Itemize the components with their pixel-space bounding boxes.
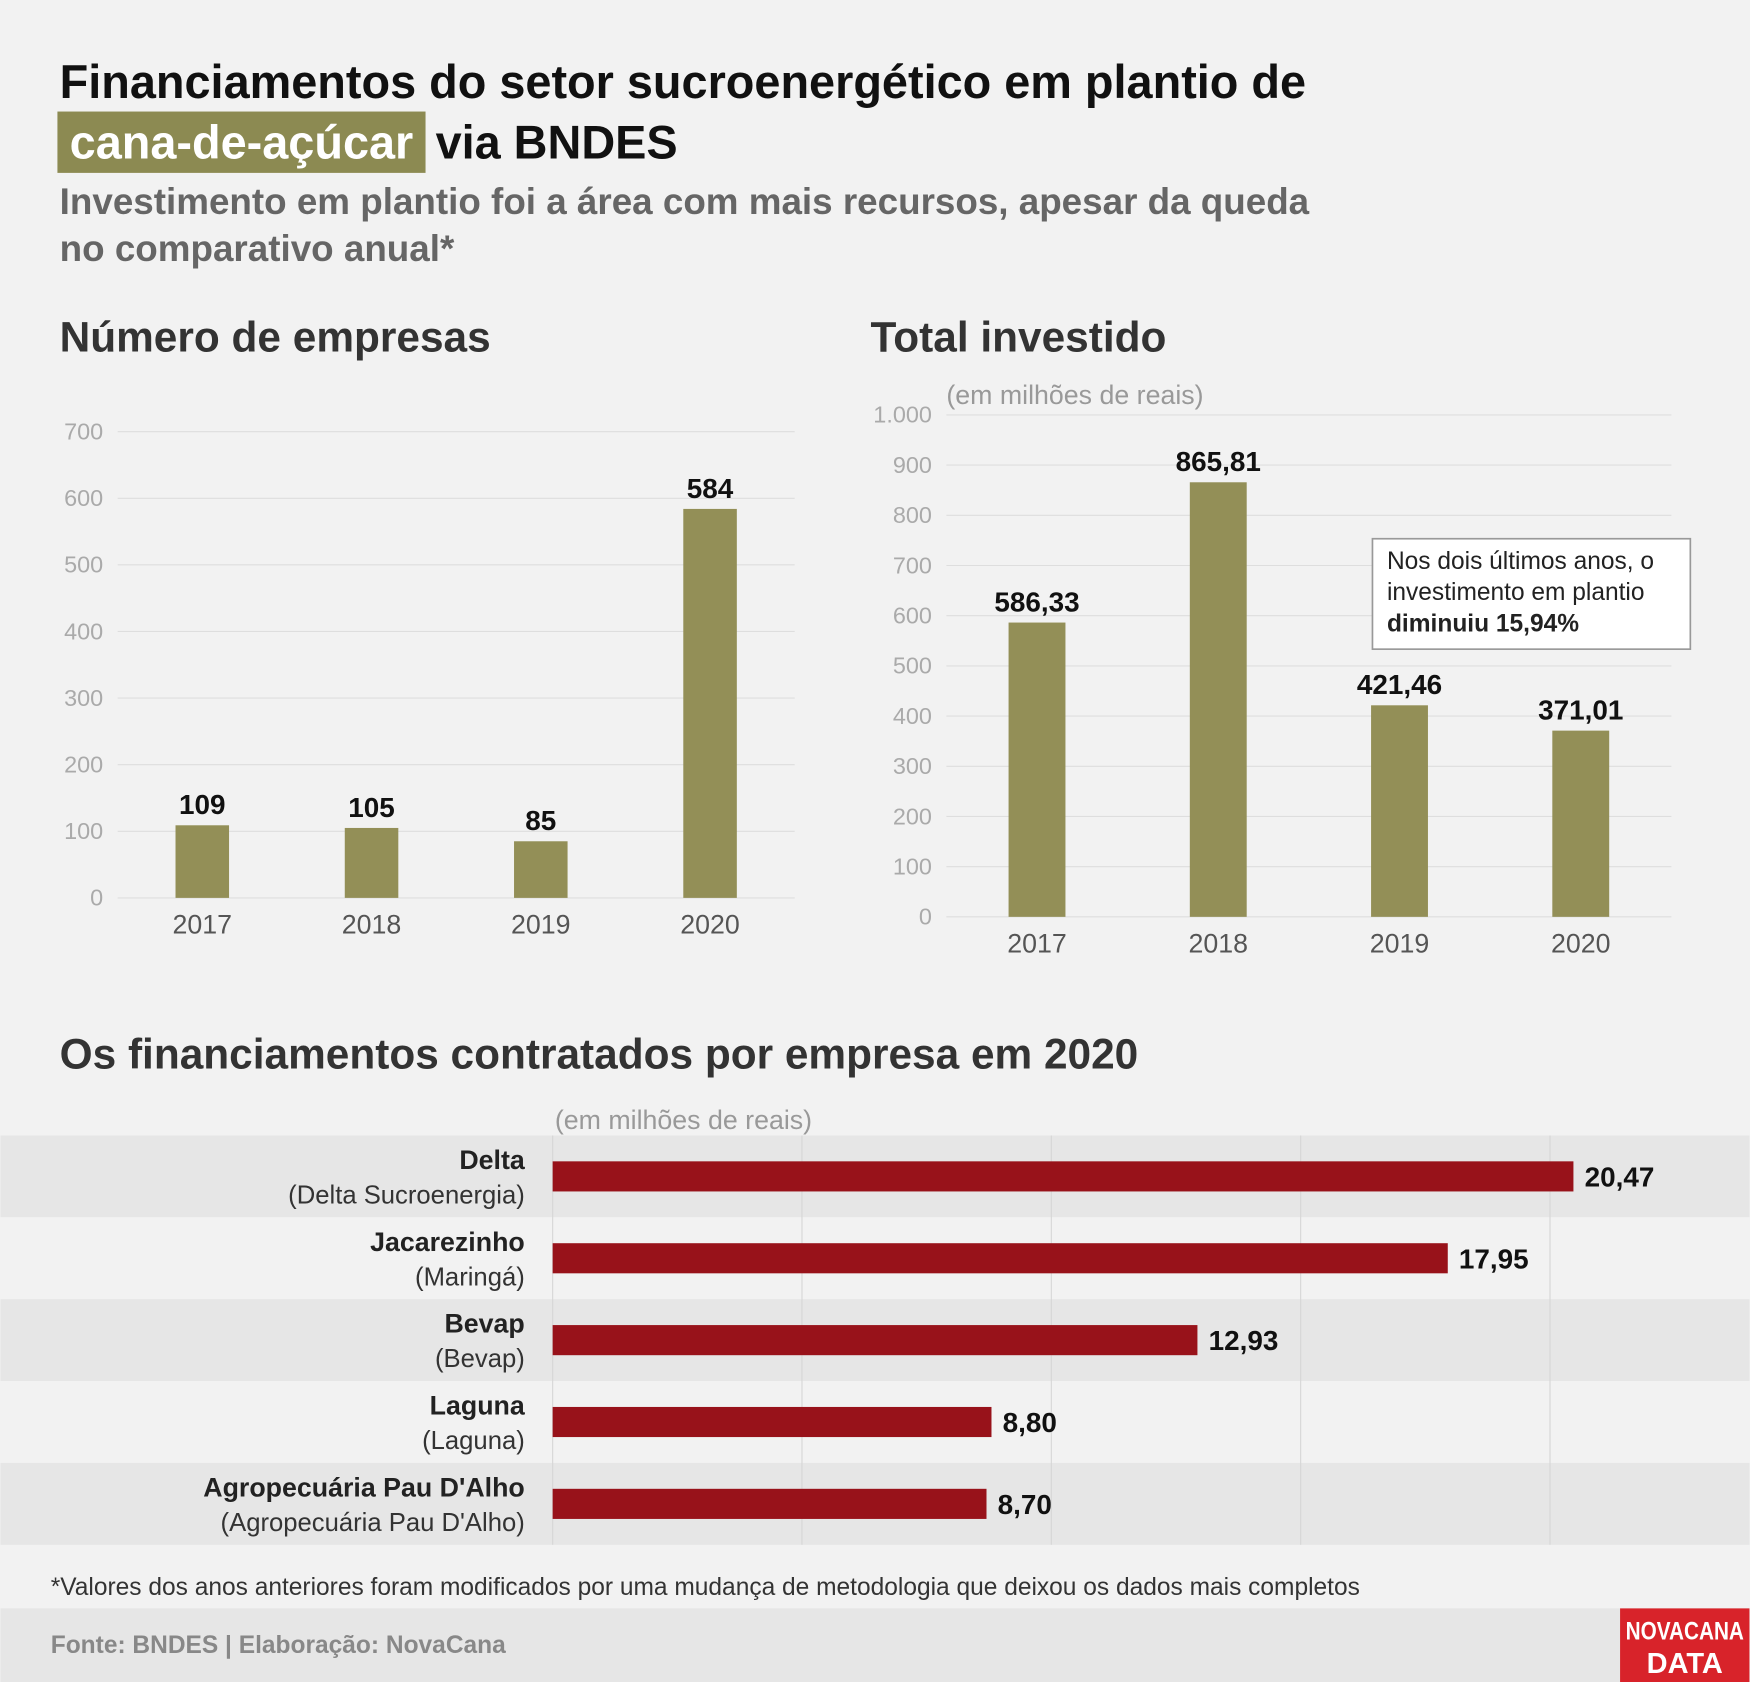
category-sublabel: (Delta Sucroenergia) [288,1182,525,1210]
chart-subtitle: (em milhões de reais) [555,1105,812,1135]
value-label: 105 [348,792,395,823]
bar [1371,705,1428,917]
y-tick-label: 900 [893,452,932,478]
y-tick-label: 0 [919,904,932,930]
y-tick-label: 1.000 [873,402,932,428]
bar [552,1243,1448,1274]
value-label: 85 [525,805,556,836]
y-tick-label: 400 [64,618,103,644]
bar [175,825,230,898]
y-tick-label: 500 [64,552,103,578]
source: Fonte: BNDES | Elaboração: NovaCana [51,1632,506,1659]
logo: DATA [1647,1648,1723,1680]
bar [552,1161,1574,1192]
category-sublabel: (Bevap) [435,1345,525,1373]
bar [1552,730,1610,917]
category-label: Agropecuária Pau D'Alho [203,1472,524,1502]
title-highlight-box [57,111,426,173]
y-tick-label: 100 [64,818,103,844]
bar [344,827,399,898]
category-sublabel: (Laguna) [422,1427,525,1455]
y-tick-label: 400 [893,703,932,729]
y-tick-label: 100 [893,853,932,879]
value-label: 8,80 [1003,1407,1057,1438]
bar [514,841,568,898]
bar [552,1325,1198,1356]
x-tick-label: 2018 [1189,929,1249,959]
y-tick-label: 700 [893,552,932,578]
value-label: 17,95 [1459,1243,1529,1274]
y-tick-label: 0 [90,885,103,911]
y-tick-label: 300 [893,753,932,779]
y-tick-label: 200 [64,751,103,777]
value-label: 8,70 [998,1489,1052,1520]
chart-title: Número de empresas [60,313,491,360]
annotation: diminuiu 15,94% [1387,610,1579,637]
annotation: investimento em plantio [1387,579,1645,606]
value-label: 109 [179,789,226,820]
subtitle: Investimento em plantio foi a área com m… [60,181,1310,222]
y-tick-label: 600 [893,603,932,629]
y-tick-label: 600 [64,485,103,511]
value-label: 12,93 [1209,1325,1279,1356]
y-tick-label: 800 [893,502,932,528]
chart-subtitle: (em milhões de reais) [946,380,1203,410]
y-tick-label: 700 [64,418,103,444]
footer-band [0,1608,1750,1682]
logo-box [1620,1608,1750,1682]
bar [1008,622,1066,917]
x-tick-label: 2020 [1551,929,1611,959]
annotation: Nos dois últimos anos, o [1387,548,1654,575]
logo: NOVACANA [1626,1619,1744,1646]
category-label: Jacarezinho [370,1227,525,1257]
annotation-box [1371,537,1692,650]
x-tick-label: 2017 [1007,929,1067,959]
category-sublabel: (Maringá) [415,1263,525,1291]
category-label: Bevap [444,1309,524,1339]
x-tick-label: 2019 [511,910,571,940]
x-tick-label: 2018 [342,910,402,940]
bar [552,1406,992,1438]
bar [683,508,737,898]
value-label: 865,81 [1176,446,1261,477]
title-rest: via BNDES [436,116,678,168]
x-tick-label: 2017 [173,910,233,940]
chart-title: Os financiamentos contratados por empres… [60,1031,1139,1078]
category-sublabel: (Agropecuária Pau D'Alho) [221,1509,525,1537]
category-label: Delta [459,1145,526,1175]
value-label: 586,33 [994,586,1079,617]
subtitle: no comparativo anual* [60,228,455,269]
footnote: *Valores dos anos anteriores foram modif… [51,1574,1360,1601]
category-label: Laguna [430,1391,526,1421]
chart-title: Total investido [871,313,1167,360]
value-label: 421,46 [1357,669,1442,700]
y-tick-label: 200 [893,803,932,829]
x-tick-label: 2019 [1370,929,1430,959]
bar [1189,482,1247,917]
y-tick-label: 500 [893,653,932,679]
value-label: 584 [687,473,734,504]
title-highlight: cana-de-açúcar [70,116,414,168]
value-label: 371,01 [1538,694,1623,725]
title: Financiamentos do setor sucroenergético … [60,56,1306,108]
y-tick-label: 300 [64,685,103,711]
bar [552,1488,987,1519]
charts: Número de empresas 0 100 200 300 400 500 600 700… [0,313,1750,1545]
value-label: 20,47 [1585,1161,1655,1192]
x-tick-label: 2020 [680,910,740,940]
